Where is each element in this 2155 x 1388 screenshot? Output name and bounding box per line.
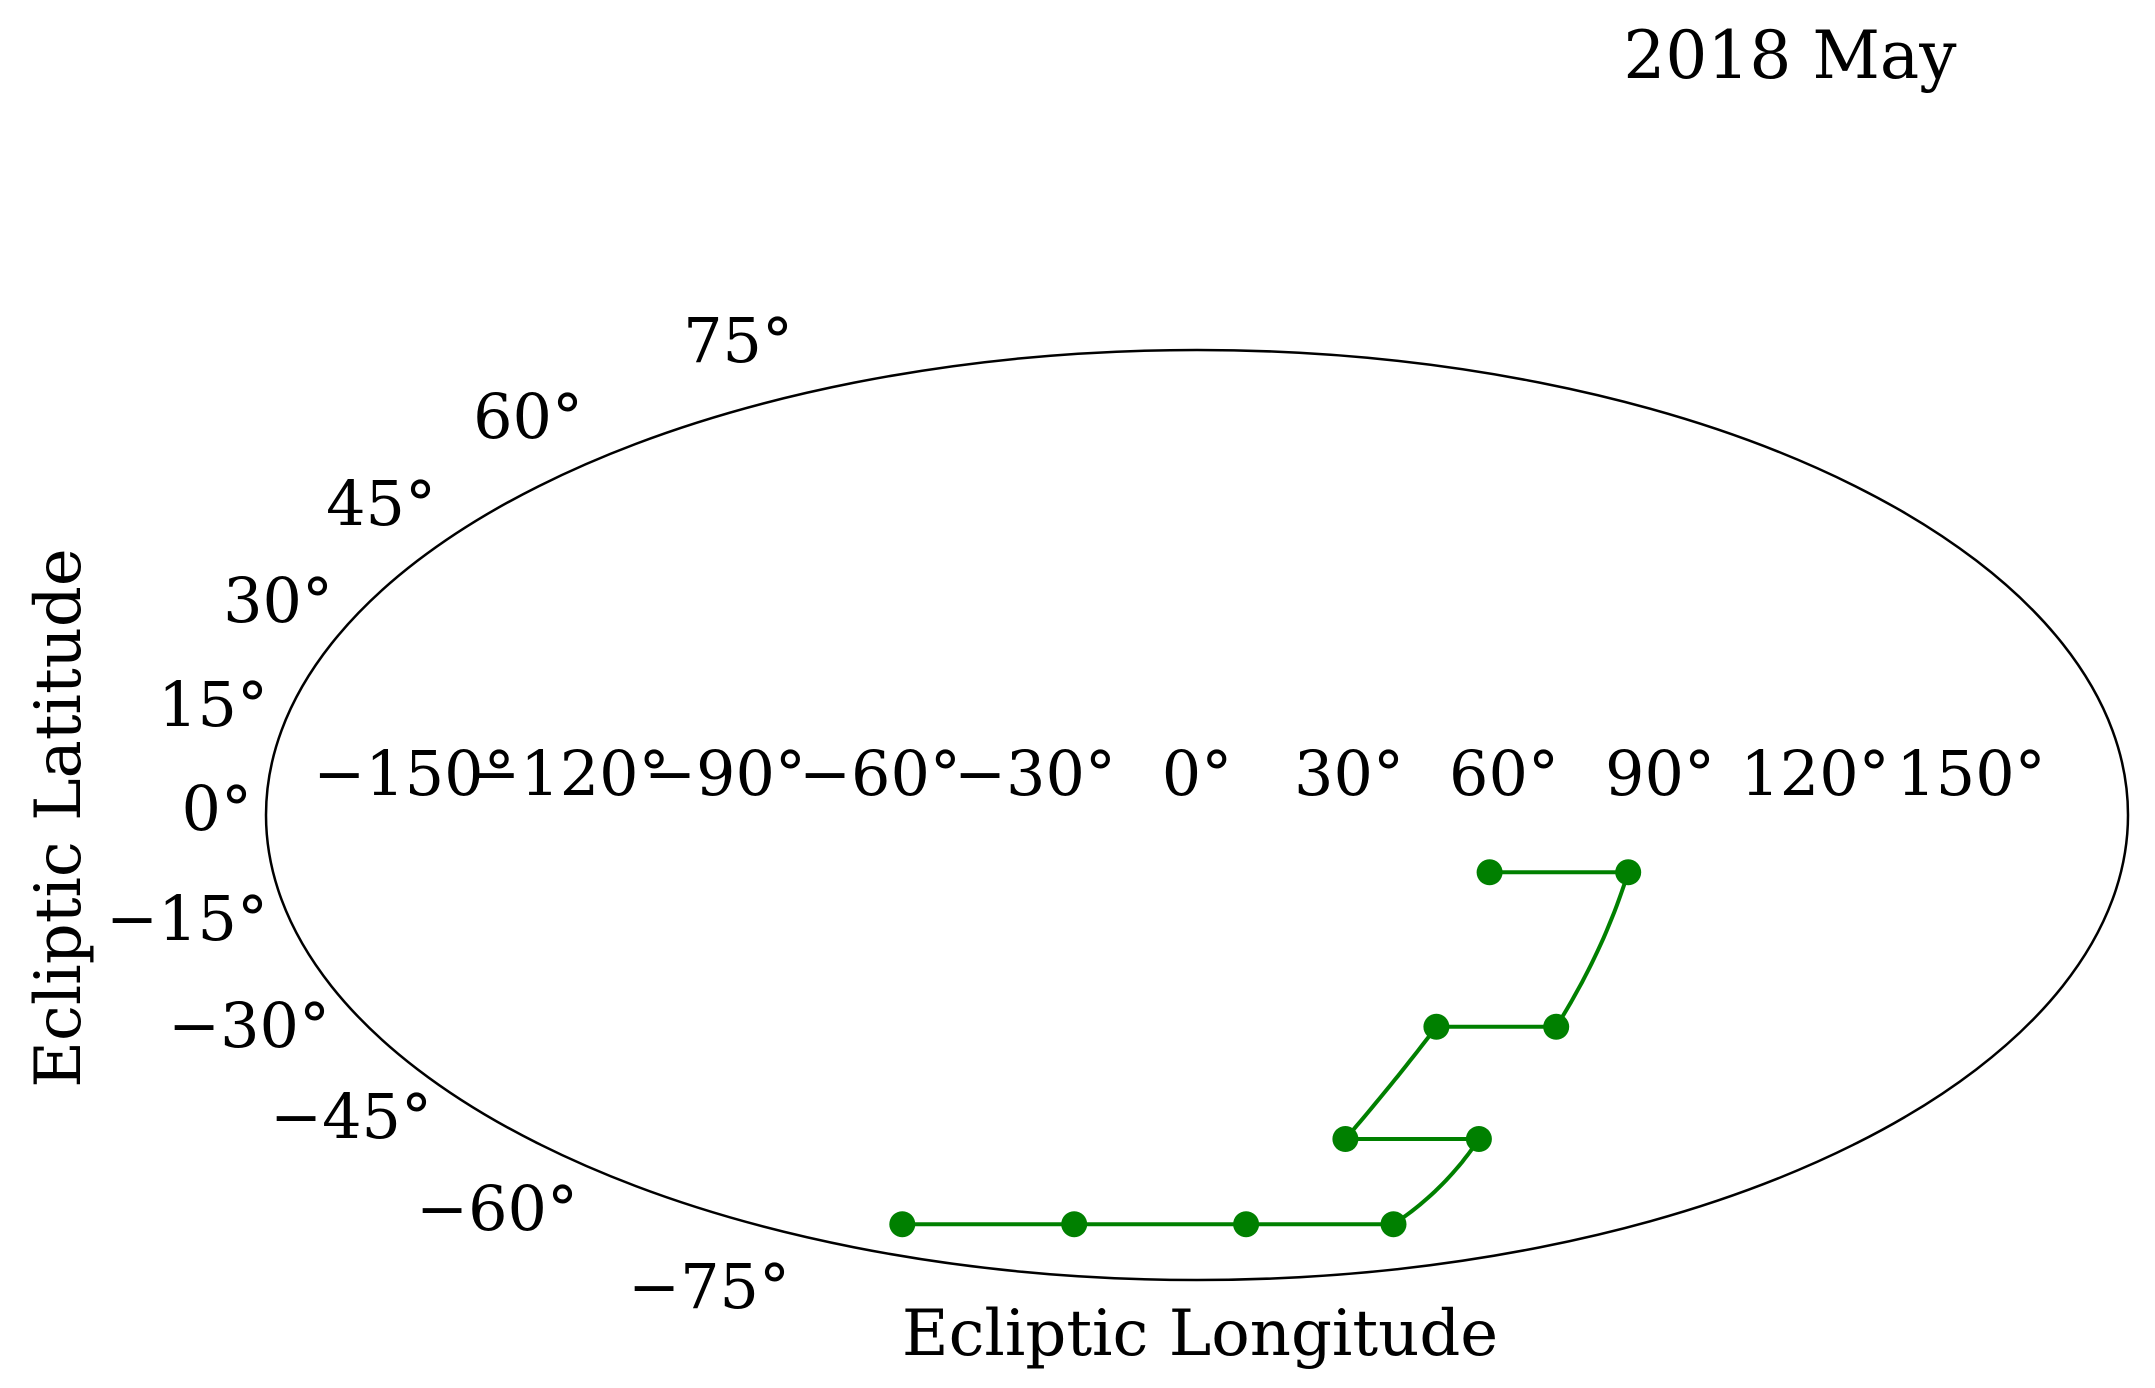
x-tick-label: 60° bbox=[1449, 737, 1559, 810]
data-point bbox=[1476, 859, 1503, 886]
y-tick-label: 15° bbox=[158, 668, 268, 741]
x-tick-label: −120° bbox=[468, 737, 669, 810]
data-point bbox=[1543, 1013, 1570, 1040]
y-tick-label: −30° bbox=[168, 989, 330, 1062]
y-tick-label: 0° bbox=[182, 772, 252, 845]
x-tick-label: −60° bbox=[799, 737, 961, 810]
y-tick-label: −60° bbox=[416, 1172, 578, 1245]
x-tick-label: −30° bbox=[954, 737, 1116, 810]
y-tick-label: 45° bbox=[326, 467, 436, 540]
y-tick-label: 60° bbox=[473, 380, 583, 453]
data-point bbox=[1332, 1126, 1359, 1152]
data-point bbox=[1465, 1126, 1492, 1152]
x-tick-label: 30° bbox=[1294, 737, 1404, 810]
y-tick-label: −15° bbox=[106, 882, 268, 955]
data-point bbox=[1423, 1013, 1450, 1040]
data-point bbox=[1615, 859, 1642, 886]
latitude-tick-labels: 75° 60° 45° 30° 15° 0° −15° −30° −45° −6… bbox=[106, 304, 793, 1323]
data-point bbox=[889, 1211, 916, 1238]
x-tick-label: 0° bbox=[1162, 737, 1232, 810]
x-tick-label: 120° bbox=[1740, 737, 1889, 810]
x-axis-label: Ecliptic Longitude bbox=[902, 1297, 1498, 1371]
series-line bbox=[902, 870, 1631, 1227]
y-tick-label: 75° bbox=[683, 304, 793, 377]
x-tick-label: −150° bbox=[313, 737, 514, 810]
y-tick-label: 30° bbox=[223, 564, 333, 637]
y-tick-label: −75° bbox=[628, 1250, 790, 1323]
data-point bbox=[1233, 1211, 1260, 1238]
projection-boundary bbox=[264, 348, 2130, 1282]
series-layer bbox=[889, 859, 1642, 1238]
x-tick-label: 90° bbox=[1605, 737, 1715, 810]
data-point bbox=[1061, 1211, 1088, 1238]
y-axis-label: Ecliptic Latitude bbox=[22, 548, 96, 1087]
x-tick-label: −90° bbox=[644, 737, 806, 810]
chart-title: 2018 May bbox=[1623, 17, 1957, 94]
y-tick-label: −45° bbox=[270, 1080, 432, 1153]
data-point bbox=[1380, 1211, 1407, 1238]
longitude-tick-labels: −150° −120° −90° −60° −30° 0° 30° 60° 90… bbox=[313, 737, 2045, 810]
x-tick-label: 150° bbox=[1896, 737, 2045, 810]
